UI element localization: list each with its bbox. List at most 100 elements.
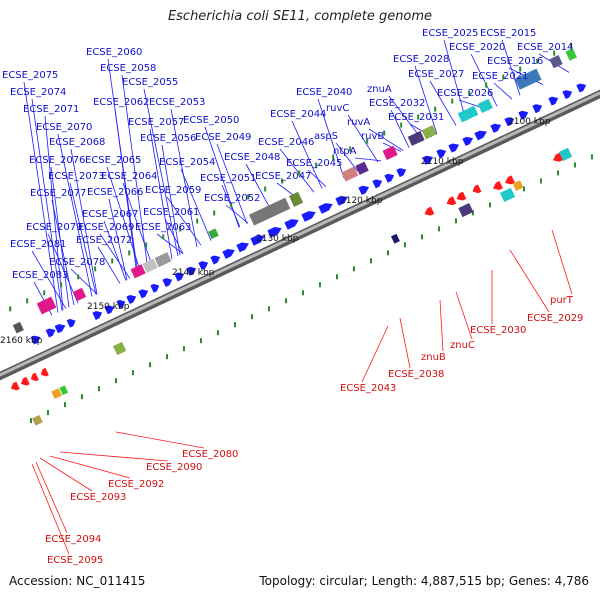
hit-block [131,264,146,278]
leader-line-reverse [362,326,388,382]
gene-label-forward: ECSE_2081 [10,239,66,250]
gene-label-forward: ECSE_2067 [82,209,138,220]
genome-map: 2100 kbp2110 kbp2120 kbp2130 kbp2140 kbp… [0,0,600,600]
marker-lower [421,234,423,239]
forward-gene-arrow [284,217,300,230]
forward-gene-arrow [532,102,544,113]
gene-label-forward: ECSE_2054 [159,157,215,168]
marker-lower [370,258,372,263]
gene-label-reverse: purT [550,295,574,306]
gene-label-forward: ECSE_2070 [36,122,92,133]
marker-upper [451,99,453,104]
leader-line-reverse [116,432,204,448]
gene-label-forward: ECSE_2027 [408,69,464,80]
gene-label-forward: ECSE_2045 [286,158,342,169]
hit-block [500,188,515,202]
marker-upper [162,234,164,239]
reverse-gene-arrow [445,196,457,207]
marker-upper [213,210,215,215]
gene-label-forward: ECSE_2066 [87,187,143,198]
gene-label-forward: ECSE_2053 [149,97,205,108]
marker-upper [400,123,402,128]
gene-label-forward: ECSE_2071 [23,104,79,115]
forward-gene-arrow [474,128,488,140]
leader-line-reverse [510,250,549,312]
gene-label-forward: ECSE_2069 [78,222,134,233]
gene-label-forward: ECSE_2056 [140,133,196,144]
scale-tick-label: 2120 kbp [340,196,383,206]
gene-label-forward: ECSE_2046 [258,137,314,148]
marker-lower [268,306,270,311]
marker-lower [557,170,559,175]
marker-lower [438,226,440,231]
hit-block [73,288,86,301]
gene-label-forward: aspS [314,131,338,142]
marker-lower [115,378,117,383]
gene-label-reverse: ECSE_2093 [70,492,126,503]
gene-label-forward: ECSE_2047 [255,171,311,182]
forward-gene-arrow [301,209,317,222]
gene-label-forward: ECSE_2058 [100,63,156,74]
forward-gene-arrow [396,166,408,177]
marker-lower [574,162,576,167]
forward-gene-arrow [384,172,396,183]
accession-text: Accession: NC_011415 [9,574,145,588]
leader-line-forward [52,200,74,305]
scale-tick-label: 2130 kbp [256,234,299,244]
gene-label-forward: ECSE_2065 [85,155,141,166]
gene-label-forward: ECSE_2032 [369,98,425,109]
leader-line-reverse [50,456,130,478]
gene-label-reverse: ECSE_2030 [470,325,526,336]
marker-lower [234,322,236,327]
gene-label-forward: ECSE_2063 [135,222,191,233]
gene-label-forward: ECSE_2055 [122,77,178,88]
gene-label-forward: ECSE_2068 [49,137,105,148]
reverse-gene-arrow [9,382,20,393]
gene-label-forward: ECSE_2025 [422,28,478,39]
hit-block [155,252,172,267]
gene-label-forward: ECSE_2064 [101,171,157,182]
leader-line-reverse [552,230,572,294]
marker-lower [132,370,134,375]
forward-gene-arrow [358,183,370,194]
hit-block [391,234,400,244]
marker-lower [183,346,185,351]
forward-gene-arrow [150,282,161,293]
marker-lower [455,218,457,223]
forward-gene-arrow [67,317,78,328]
forward-gene-arrow [138,287,150,298]
marker-upper [9,306,11,311]
gene-label-forward: ECSE_2051 [200,173,256,184]
hit-block [478,99,493,113]
gene-label-forward: znuA [367,84,392,95]
gene-label-forward: ECSE_2075 [2,70,58,81]
hit-block [458,106,479,123]
gene-label-forward: ECSE_2014 [517,42,573,53]
hit-block [32,415,43,426]
hit-block [113,342,126,355]
gene-label-forward: ECSE_2060 [86,47,142,58]
reverse-gene-arrow [423,207,435,218]
gene-label-forward: ECSE_2015 [480,28,536,39]
marker-lower [200,338,202,343]
gene-label-forward: ECSE_2074 [10,87,66,98]
marker-lower [336,274,338,279]
reverse-gene-arrow [455,192,467,203]
marker-lower [302,290,304,295]
forward-gene-arrow [236,240,250,252]
gene-label-reverse: znuB [421,352,446,363]
gene-label-forward: ECSE_2049 [195,132,251,143]
marker-lower [98,386,100,391]
gene-label-forward: ECSE_2061 [143,207,199,218]
forward-gene-arrow [562,88,574,99]
gene-label-reverse: ECSE_2043 [340,383,396,394]
marker-lower [64,402,66,407]
gene-label-reverse: ECSE_2029 [527,313,583,324]
marker-lower [217,330,219,335]
forward-gene-arrow [490,121,502,132]
gene-label-forward: ECSE_2052 [204,193,260,204]
forward-gene-arrow [318,201,334,214]
marker-lower [353,266,355,271]
marker-lower [47,410,49,415]
gene-label-forward: ruvA [347,117,370,128]
